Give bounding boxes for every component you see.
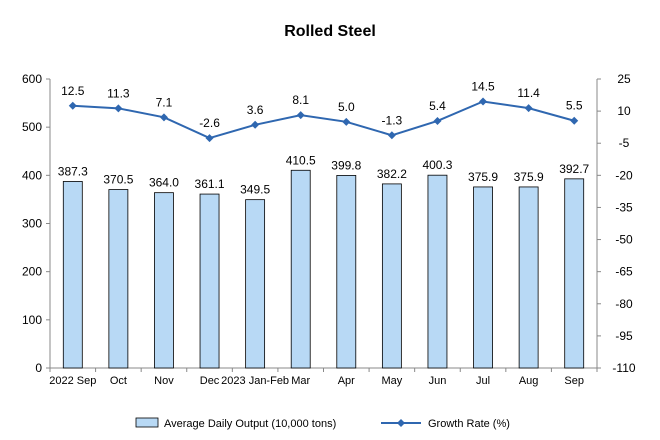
line-point-marker [479, 97, 488, 106]
growth-line [72, 100, 575, 140]
line-value-label: 7.1 [156, 95, 173, 109]
bar-value-label: 392.7 [559, 162, 589, 176]
y-left-tick-label: 300 [22, 217, 42, 231]
legend-label-line: Growth Rate (%) [428, 418, 510, 430]
legend: Average Daily Output (10,000 tons) Growth… [135, 417, 510, 430]
bar-value-label: 387.3 [58, 164, 88, 178]
y-left-tick-label: 100 [22, 313, 42, 327]
bar-value-label: 349.5 [240, 183, 270, 197]
line-point-marker [251, 120, 260, 129]
x-tick-label: Apr [338, 375, 355, 387]
y-left-tick-label: 600 [22, 72, 42, 86]
bar [564, 178, 585, 369]
legend-swatch-marker [397, 419, 405, 427]
y-right-tick-label: -20 [615, 168, 633, 182]
y-left-tick-label: 0 [35, 361, 42, 375]
bar-value-label: 410.5 [286, 153, 316, 167]
line-point-marker [342, 117, 351, 126]
x-tick-label: 2023 Jan-Feb [221, 375, 289, 387]
bar [62, 181, 83, 369]
line-value-label: 11.3 [107, 86, 130, 100]
line-value-label: 12.5 [61, 84, 85, 98]
y-right-tick-label: -50 [615, 233, 633, 247]
line-point-marker [387, 131, 396, 140]
line-point-marker [68, 101, 77, 110]
chart-title: Rolled Steel [284, 23, 376, 40]
line-value-label: 11.4 [517, 86, 540, 100]
bar [290, 169, 311, 369]
bar [199, 193, 220, 369]
bar-value-label: 382.2 [377, 167, 407, 181]
line-value-label: 5.5 [566, 99, 583, 113]
line-point-marker [205, 134, 214, 143]
bar-value-label: 370.5 [103, 173, 133, 187]
x-tick-label: Jul [476, 375, 490, 387]
x-tick-label: 2022 Sep [49, 375, 96, 387]
line-value-label: 3.6 [247, 103, 264, 117]
bar-series [62, 169, 585, 369]
line-value-label: 14.5 [471, 79, 495, 93]
bar-value-label: 399.8 [331, 158, 361, 172]
legend-label-bar: Average Daily Output (10,000 tons) [164, 418, 336, 430]
bar [381, 183, 402, 369]
axes: 0 100 200 300 400 500 600 25 10 -5 -20 -35 -50 -65 -80… [22, 72, 636, 387]
line-value-label: -2.6 [199, 116, 220, 130]
y-left-tick-label: 500 [22, 120, 42, 134]
x-tick-label: Oct [110, 375, 127, 387]
bar [336, 175, 357, 369]
x-tick-label: Sep [564, 375, 584, 387]
line-point-marker [296, 111, 305, 120]
y-right-tick-label: 25 [617, 72, 631, 86]
x-tick-label: Aug [519, 375, 539, 387]
y-left-tick-label: 200 [22, 265, 42, 279]
bar-value-label: 364.0 [149, 176, 179, 190]
x-tick-label: Dec [200, 375, 220, 387]
line-value-label: 5.4 [429, 99, 446, 113]
y-right-tick-label: -80 [615, 297, 633, 311]
line-point-marker [114, 104, 123, 113]
x-tick-label: May [381, 375, 402, 387]
x-tick-label: Jun [429, 375, 447, 387]
line-point-marker [524, 104, 533, 113]
bar [154, 192, 174, 369]
y-right-tick-label: -95 [615, 329, 633, 343]
bar-value-label: 375.9 [514, 170, 544, 184]
y-right-tick-label: 10 [617, 104, 631, 118]
y-right-tick-label: -5 [619, 136, 630, 150]
bar [427, 174, 448, 369]
y-right-tick-label: -110 [612, 361, 635, 375]
line-value-label: -1.3 [382, 113, 403, 127]
bar [473, 186, 493, 369]
y-left-tick-label: 400 [22, 168, 42, 182]
bar-value-label: 400.3 [422, 158, 452, 172]
line-value-label: 5.0 [338, 100, 355, 114]
y-right-tick-label: -35 [615, 200, 633, 214]
x-tick-label: Mar [291, 375, 310, 387]
bar [518, 186, 539, 369]
line-point-marker [433, 116, 442, 125]
bar-value-label: 361.1 [195, 177, 225, 191]
data-labels: 387.3 370.5 364.0 361.1 349.5 410.5 399.8 382.2… [58, 79, 590, 196]
bar [108, 189, 129, 369]
line-point-marker [159, 113, 168, 122]
y-right-tick-label: -65 [615, 265, 633, 279]
bar [245, 199, 266, 369]
line-value-label: 8.1 [292, 93, 309, 107]
legend-swatch-bar [135, 417, 159, 428]
line-point-marker [570, 116, 579, 125]
line-series [68, 97, 579, 143]
bar-value-label: 375.9 [468, 170, 498, 184]
x-tick-label: Nov [154, 375, 174, 387]
